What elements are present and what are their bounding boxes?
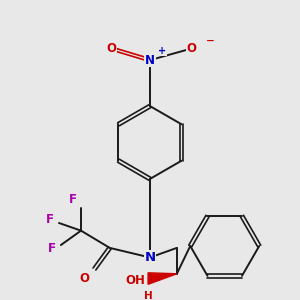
- Text: F: F: [46, 213, 54, 226]
- Text: O: O: [107, 42, 117, 55]
- Text: −: −: [206, 36, 215, 46]
- Text: F: F: [69, 194, 77, 206]
- Text: F: F: [48, 242, 56, 255]
- Text: +: +: [158, 46, 166, 56]
- Text: H: H: [144, 291, 152, 300]
- Polygon shape: [148, 273, 177, 284]
- Text: OH: OH: [126, 274, 146, 287]
- Text: O: O: [186, 42, 196, 55]
- Text: O: O: [80, 272, 90, 285]
- Text: N: N: [144, 251, 156, 264]
- Text: N: N: [145, 54, 155, 67]
